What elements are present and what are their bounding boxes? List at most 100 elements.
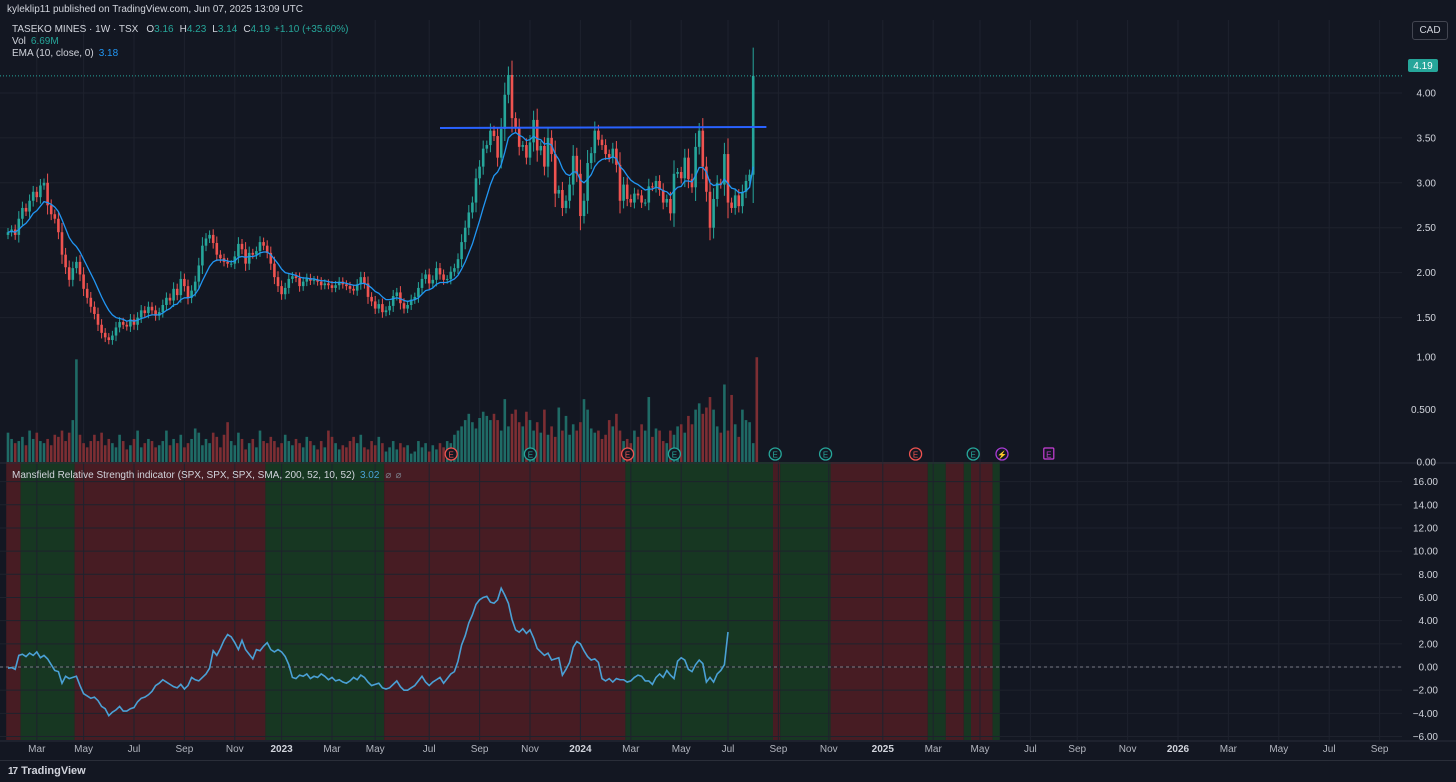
candle-body <box>319 281 323 286</box>
rs-tick-label: 16.00 <box>1413 477 1438 488</box>
volume-bar <box>222 434 226 462</box>
volume-bar <box>121 441 125 462</box>
volume-bar <box>748 422 751 462</box>
candle-body <box>460 242 463 260</box>
volume-bar <box>42 443 46 462</box>
volume-bar <box>24 445 28 462</box>
vol-label: Vol <box>12 36 26 47</box>
resistance-line <box>439 125 767 129</box>
candle-body <box>604 145 607 155</box>
rs-band-green <box>963 462 971 740</box>
x-tick-label: May <box>971 744 990 755</box>
volume-bar <box>309 441 312 462</box>
candle-body <box>579 173 582 217</box>
candle-body <box>730 202 733 208</box>
x-tick-label: Sep <box>471 744 489 755</box>
candle-body <box>611 148 615 158</box>
volume-bar <box>705 407 708 462</box>
volume-bar <box>78 434 82 462</box>
ema-value: 3.18 <box>99 48 119 59</box>
volume-bar <box>751 443 755 462</box>
rs-tick-label: −6.00 <box>1413 732 1439 743</box>
candle-body <box>748 174 751 182</box>
volume-tick-label: 1.00 <box>1417 353 1437 364</box>
rs-tick-label: −2.00 <box>1413 686 1439 697</box>
candle-body <box>597 130 600 140</box>
candle-body <box>449 271 453 279</box>
volume-bar <box>388 447 391 462</box>
candle-body <box>517 127 521 147</box>
candle-body <box>46 182 49 206</box>
volume-bar <box>744 420 748 462</box>
volume-bar <box>575 430 579 462</box>
x-tick-label: 2024 <box>569 744 592 755</box>
volume-bar <box>103 445 107 462</box>
x-axis[interactable]: Mar May Jul Sep Nov 2023 Mar May Jul Sep Nov 2024 Ma… <box>0 740 1456 755</box>
volume-bar <box>280 443 283 462</box>
candle-body <box>276 277 280 287</box>
candle-body <box>31 191 35 201</box>
candle-body <box>64 254 67 268</box>
x-tick-label: Jul <box>423 744 436 755</box>
volume-bar <box>337 449 341 462</box>
volume-bar <box>355 443 359 462</box>
volume-bar <box>481 411 485 462</box>
volume-bar <box>402 447 406 462</box>
volume-bar <box>323 447 327 462</box>
candle-body <box>391 296 395 306</box>
candle-body <box>708 191 712 228</box>
candle-body <box>118 322 121 328</box>
candle-body <box>377 304 381 309</box>
volume-bar <box>521 426 525 462</box>
candle-body <box>413 296 417 300</box>
volume-bar <box>157 445 161 462</box>
visibility-icon: ⌀ <box>385 470 391 481</box>
volume-bar <box>265 443 269 462</box>
volume-bar <box>291 445 294 462</box>
candle-body <box>201 245 204 266</box>
rs-band-red <box>830 462 928 740</box>
published-note: kyleklip11 published on TradingView.com,… <box>7 4 303 15</box>
volume-bar <box>463 420 467 462</box>
candle-body <box>503 94 507 129</box>
candle-body <box>690 179 694 188</box>
x-tick-label: Mar <box>1220 744 1238 755</box>
volume-bar <box>543 409 546 462</box>
volume-bar <box>395 449 399 462</box>
volume-bar <box>258 430 262 462</box>
x-tick-label: Sep <box>1371 744 1389 755</box>
candle-body <box>712 198 715 228</box>
candle-body <box>741 191 744 207</box>
volume-bar <box>283 434 287 462</box>
volume-bar <box>262 441 265 462</box>
y-axis[interactable]: 4.00 3.50 3.00 2.50 2.00 1.50 1.00 0.500 0.00 16.… <box>1411 88 1438 743</box>
currency-button[interactable]: CAD <box>1412 21 1448 40</box>
tradingview-logo[interactable]: 17 TradingView <box>8 765 86 777</box>
volume-bar <box>53 434 57 462</box>
volume-bar <box>514 409 517 462</box>
volume-bar <box>201 445 204 462</box>
ema-label: EMA (10, close, 0) <box>12 48 94 59</box>
volume-bar <box>334 443 337 462</box>
volume-bar <box>373 445 377 462</box>
candle-body <box>402 303 406 309</box>
volume-bar <box>247 443 251 462</box>
volume-bar <box>226 422 229 462</box>
earnings-markers[interactable]: E E E E E E E E ⚡ E <box>444 447 1055 461</box>
candle-body <box>705 166 708 192</box>
volume-bar <box>377 436 381 462</box>
tradingview-logo-icon: 17 <box>8 766 18 777</box>
volume-bar <box>197 432 201 462</box>
volume-bar <box>183 447 186 462</box>
volume-bar <box>31 438 35 462</box>
chart-canvas[interactable]: E E E E E E E E ⚡ E 4.00 3.50 3.00 2.50 2.00 1.50 1.00 0… <box>0 0 1456 760</box>
rs-tick-label: 6.00 <box>1419 593 1439 604</box>
candle-body <box>463 227 467 243</box>
candle-body <box>564 200 568 208</box>
candle-body <box>751 75 755 175</box>
volume-bar <box>384 451 388 462</box>
volume-bar <box>651 436 654 462</box>
candle-body <box>204 238 208 246</box>
candle-body <box>269 252 273 264</box>
